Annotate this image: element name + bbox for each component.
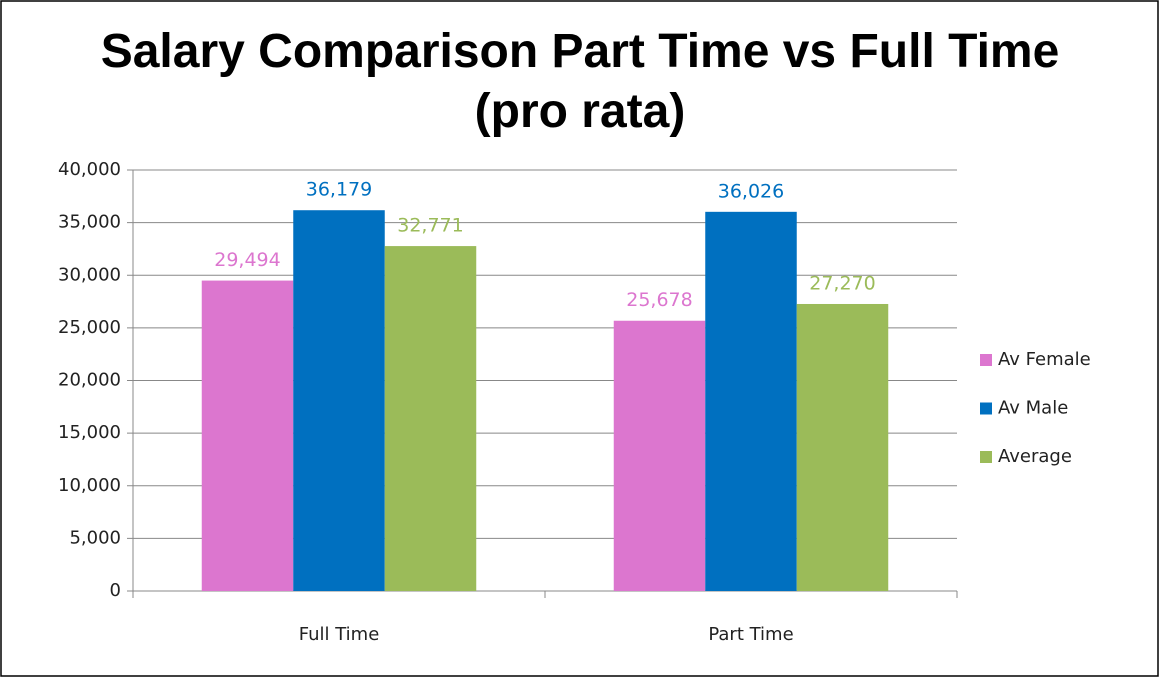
legend-label: Av Male bbox=[998, 398, 1068, 419]
value-label: 32,771 bbox=[397, 215, 463, 237]
legend-label: Av Female bbox=[998, 349, 1091, 370]
value-label: 25,678 bbox=[626, 289, 692, 311]
y-tick-label: 15,000 bbox=[58, 422, 121, 443]
value-label: 27,270 bbox=[809, 272, 875, 294]
value-label: 36,179 bbox=[306, 179, 372, 201]
bar bbox=[201, 280, 294, 591]
y-tick-label: 30,000 bbox=[58, 264, 121, 285]
chart-title: Salary Comparison Part Time vs Full Time… bbox=[100, 25, 1060, 138]
y-tick-label: 0 bbox=[110, 580, 121, 601]
value-label: 29,494 bbox=[214, 249, 280, 271]
y-tick-label: 10,000 bbox=[58, 475, 121, 496]
y-tick-label: 25,000 bbox=[58, 317, 121, 338]
value-label: 36,026 bbox=[718, 180, 784, 202]
x-tick-label: Full Time bbox=[299, 624, 380, 645]
bar bbox=[796, 303, 889, 591]
bar bbox=[384, 246, 477, 592]
y-tick-label: 5,000 bbox=[69, 527, 121, 548]
x-tick-label: Part Time bbox=[708, 624, 793, 645]
y-tick-label: 35,000 bbox=[58, 212, 121, 233]
y-tick-label: 40,000 bbox=[58, 159, 121, 180]
legend-swatch bbox=[980, 354, 992, 366]
legend-swatch bbox=[980, 451, 992, 463]
y-tick-label: 20,000 bbox=[58, 370, 121, 391]
legend-label: Average bbox=[998, 446, 1072, 467]
legend-swatch bbox=[980, 402, 992, 415]
bar bbox=[613, 320, 706, 591]
bar bbox=[705, 211, 797, 591]
bar bbox=[293, 210, 385, 592]
